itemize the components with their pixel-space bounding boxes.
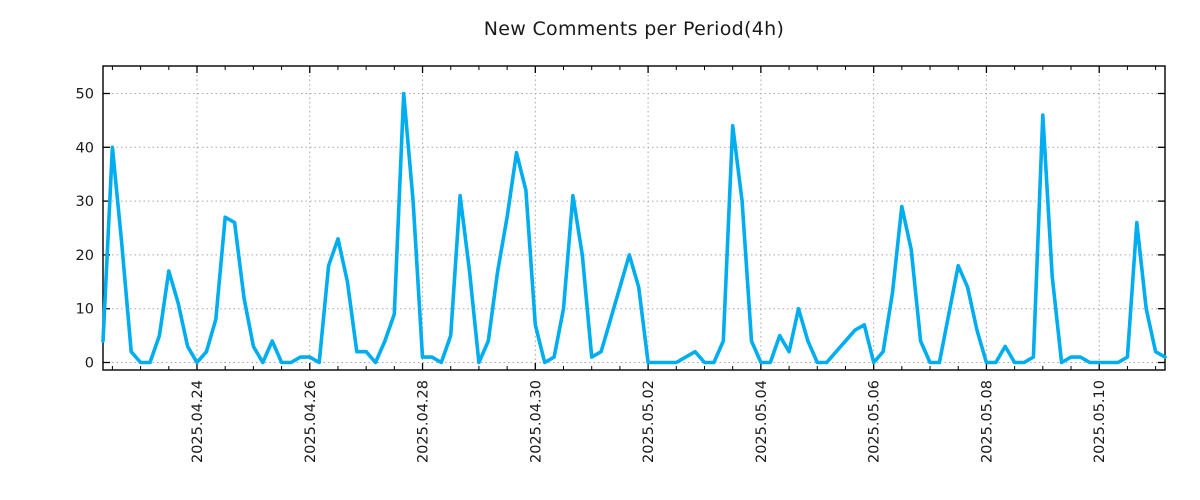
y-tick-label: 50 <box>76 87 94 103</box>
plot-border <box>102 65 1166 371</box>
x-tick-label: 2025.05.10 <box>1092 380 1108 463</box>
x-tick-label: 2025.04.30 <box>528 380 544 463</box>
y-tick-label: 0 <box>85 356 94 372</box>
chart-title: New Comments per Period(4h) <box>483 18 785 40</box>
x-tick-label: 2025.05.04 <box>754 380 770 463</box>
y-tick-label: 40 <box>76 140 94 156</box>
x-tick-label: 2025.04.24 <box>190 380 206 463</box>
x-tick-label: 2025.04.28 <box>416 380 432 463</box>
y-tick-label: 30 <box>76 194 94 210</box>
x-tick-label: 2025.05.02 <box>641 380 657 463</box>
x-tick-label: 2025.05.08 <box>979 380 995 463</box>
x-tick-label: 2025.05.06 <box>867 380 883 463</box>
y-tick-label: 10 <box>76 302 94 318</box>
y-tick-label: 20 <box>76 248 94 264</box>
x-tick-label: 2025.04.26 <box>303 380 319 463</box>
data-line <box>101 91 1167 365</box>
